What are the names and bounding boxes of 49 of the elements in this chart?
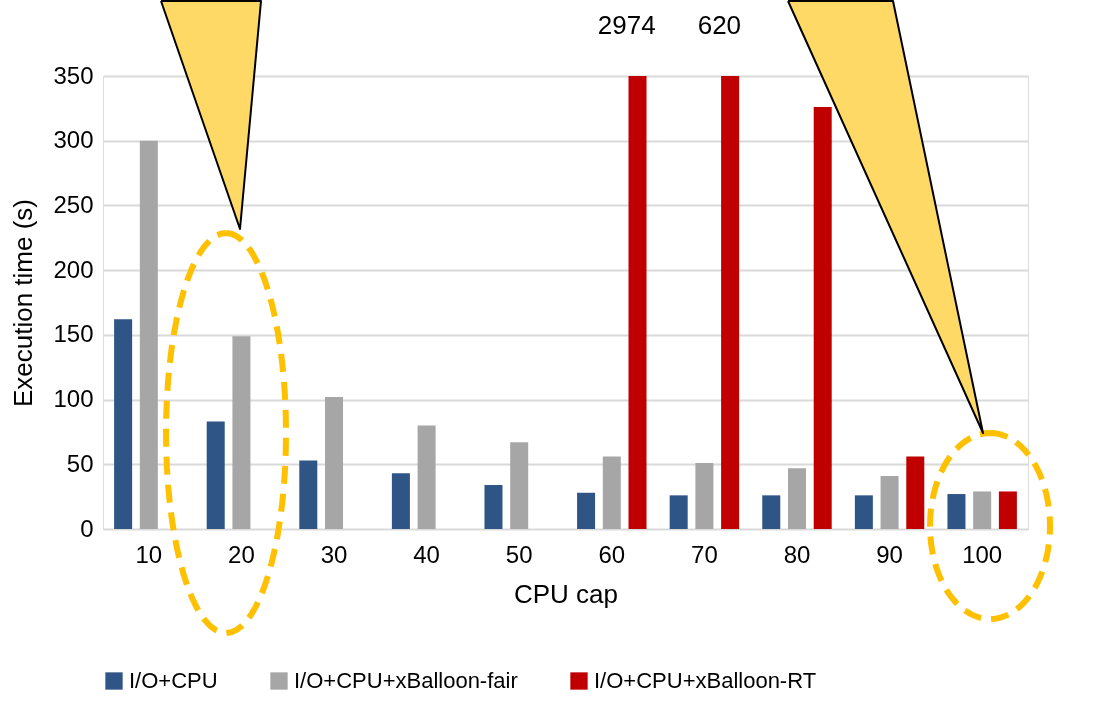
bar bbox=[947, 494, 966, 529]
x-tick-label: 60 bbox=[598, 540, 626, 568]
bar bbox=[854, 495, 873, 529]
y-tick-label: 0 bbox=[80, 514, 94, 542]
y-tick-label: 300 bbox=[53, 126, 94, 154]
x-axis-title: CPU cap bbox=[513, 578, 619, 609]
legend-label: I/O+CPU+xBalloon-RT bbox=[594, 668, 817, 693]
y-tick-label: 250 bbox=[53, 190, 94, 218]
text: 2974 bbox=[597, 10, 656, 40]
bar bbox=[139, 140, 158, 529]
y-axis-title: Execution time (s) bbox=[8, 198, 39, 408]
y-tick-label: 100 bbox=[53, 385, 94, 413]
bar bbox=[762, 495, 781, 529]
bar bbox=[998, 491, 1017, 529]
bar bbox=[206, 421, 225, 529]
x-tick-label: 40 bbox=[413, 540, 440, 568]
x-tick-label: 50 bbox=[505, 540, 533, 568]
text: 620 bbox=[697, 10, 742, 40]
y-tick-label: 350 bbox=[53, 61, 94, 89]
y-tick-label: 200 bbox=[53, 255, 94, 283]
x-tick-label: 70 bbox=[691, 540, 718, 568]
bar bbox=[325, 396, 344, 529]
legend-label: I/O+CPU bbox=[129, 668, 218, 693]
bar bbox=[695, 462, 714, 529]
bar bbox=[417, 425, 436, 529]
bar bbox=[232, 336, 251, 529]
x-tick-label: 80 bbox=[783, 540, 811, 568]
bar bbox=[628, 76, 647, 529]
bar bbox=[880, 475, 899, 529]
y-tick-label: 150 bbox=[53, 320, 94, 348]
bar bbox=[721, 76, 740, 529]
y-tick-label: 50 bbox=[66, 449, 94, 477]
x-tick-label: 10 bbox=[135, 540, 163, 568]
x-tick-label: 100 bbox=[962, 540, 1003, 568]
bar bbox=[114, 319, 133, 529]
bar bbox=[602, 456, 621, 529]
bar bbox=[299, 460, 318, 529]
bar bbox=[906, 456, 925, 529]
bar bbox=[391, 473, 410, 529]
x-tick-label: 20 bbox=[228, 540, 255, 568]
x-tick-label: 90 bbox=[876, 540, 903, 568]
x-tick-label: 30 bbox=[320, 540, 348, 568]
bar bbox=[484, 484, 503, 529]
bar bbox=[510, 442, 529, 529]
bar bbox=[787, 468, 806, 529]
bar bbox=[973, 491, 992, 529]
bar bbox=[577, 492, 596, 529]
legend-label: I/O+CPU+xBalloon-fair bbox=[294, 668, 518, 693]
bar bbox=[669, 495, 688, 529]
